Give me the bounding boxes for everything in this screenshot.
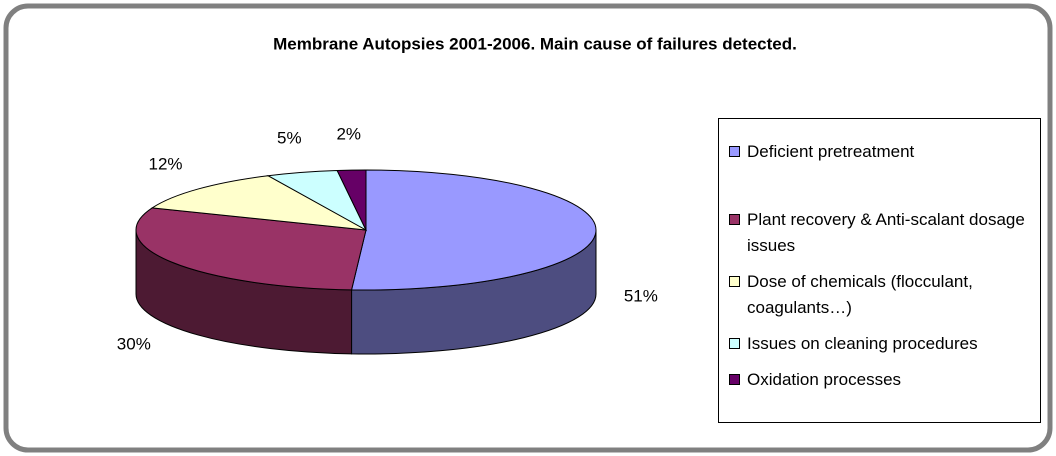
legend-swatch bbox=[729, 146, 740, 157]
legend-item: Deficient pretreatment bbox=[729, 139, 1034, 165]
legend-label: Plant recovery & Anti-scalant dosage iss… bbox=[747, 210, 1025, 255]
legend-item: Dose of chemicals (flocculant, coagulant… bbox=[729, 269, 1034, 321]
data-label: 12% bbox=[149, 154, 183, 173]
legend: Deficient pretreatment Plant recovery & A… bbox=[718, 118, 1041, 423]
data-label: 51% bbox=[624, 286, 658, 305]
legend-swatch bbox=[729, 276, 740, 287]
chart-title: Membrane Autopsies 2001-2006. Main cause… bbox=[273, 34, 797, 53]
legend-item: Plant recovery & Anti-scalant dosage iss… bbox=[729, 207, 1034, 259]
legend-label: Issues on cleaning procedures bbox=[747, 334, 978, 353]
data-label: 2% bbox=[336, 125, 361, 144]
legend-label: Dose of chemicals (flocculant, coagulant… bbox=[747, 272, 973, 317]
legend-swatch bbox=[729, 374, 740, 385]
legend-label: Oxidation processes bbox=[747, 370, 902, 389]
slice bbox=[150, 175, 367, 231]
legend-item: Oxidation processes bbox=[729, 367, 1034, 393]
legend-label: Deficient pretreatment bbox=[747, 142, 915, 161]
slice bbox=[135, 207, 367, 291]
legend-swatch bbox=[729, 214, 740, 225]
data-label: 5% bbox=[277, 128, 302, 147]
slice bbox=[336, 169, 367, 231]
legend-swatch bbox=[729, 338, 740, 349]
data-label: 30% bbox=[117, 334, 151, 353]
legend-item: Issues on cleaning procedures bbox=[729, 331, 1034, 357]
slice bbox=[350, 169, 597, 291]
